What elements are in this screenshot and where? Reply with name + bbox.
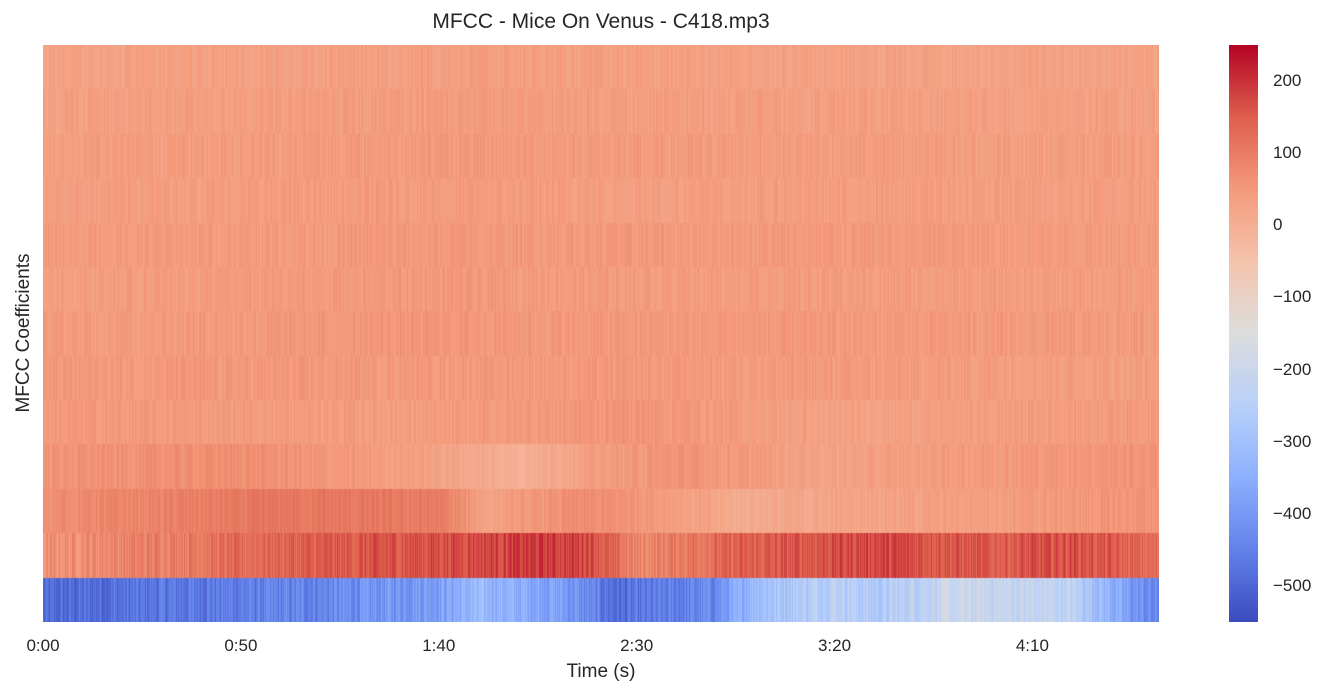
colorbar bbox=[1229, 45, 1258, 622]
x-tick-label: 0:50 bbox=[224, 636, 258, 655]
x-tick-label: 4:10 bbox=[1015, 636, 1049, 655]
chart-title: MFCC - Mice On Venus - C418.mp3 bbox=[432, 10, 770, 33]
x-tick-label: 3:20 bbox=[817, 636, 852, 655]
colorbar-tick-label: −200 bbox=[1273, 359, 1312, 379]
heatmap-plot-area bbox=[43, 45, 1159, 622]
colorbar-gradient bbox=[1229, 45, 1258, 622]
colorbar-tick-label: 100 bbox=[1273, 143, 1302, 163]
heatmap-canvas bbox=[43, 45, 1159, 622]
colorbar-tick-label: −400 bbox=[1273, 503, 1312, 523]
colorbar-tick-label: −100 bbox=[1273, 287, 1312, 307]
colorbar-tick-label: 0 bbox=[1273, 215, 1283, 235]
y-axis-label: MFCC Coefficients bbox=[13, 253, 34, 413]
colorbar-tick-label: −300 bbox=[1273, 431, 1312, 451]
x-tick-label: 0:00 bbox=[26, 636, 60, 655]
colorbar-tick-label: 200 bbox=[1273, 71, 1302, 91]
x-tick-label: 2:30 bbox=[620, 636, 654, 655]
x-axis-label: Time (s) bbox=[566, 661, 636, 682]
x-tick-label: 1:40 bbox=[422, 636, 456, 655]
colorbar-tick-label: −500 bbox=[1273, 575, 1312, 595]
